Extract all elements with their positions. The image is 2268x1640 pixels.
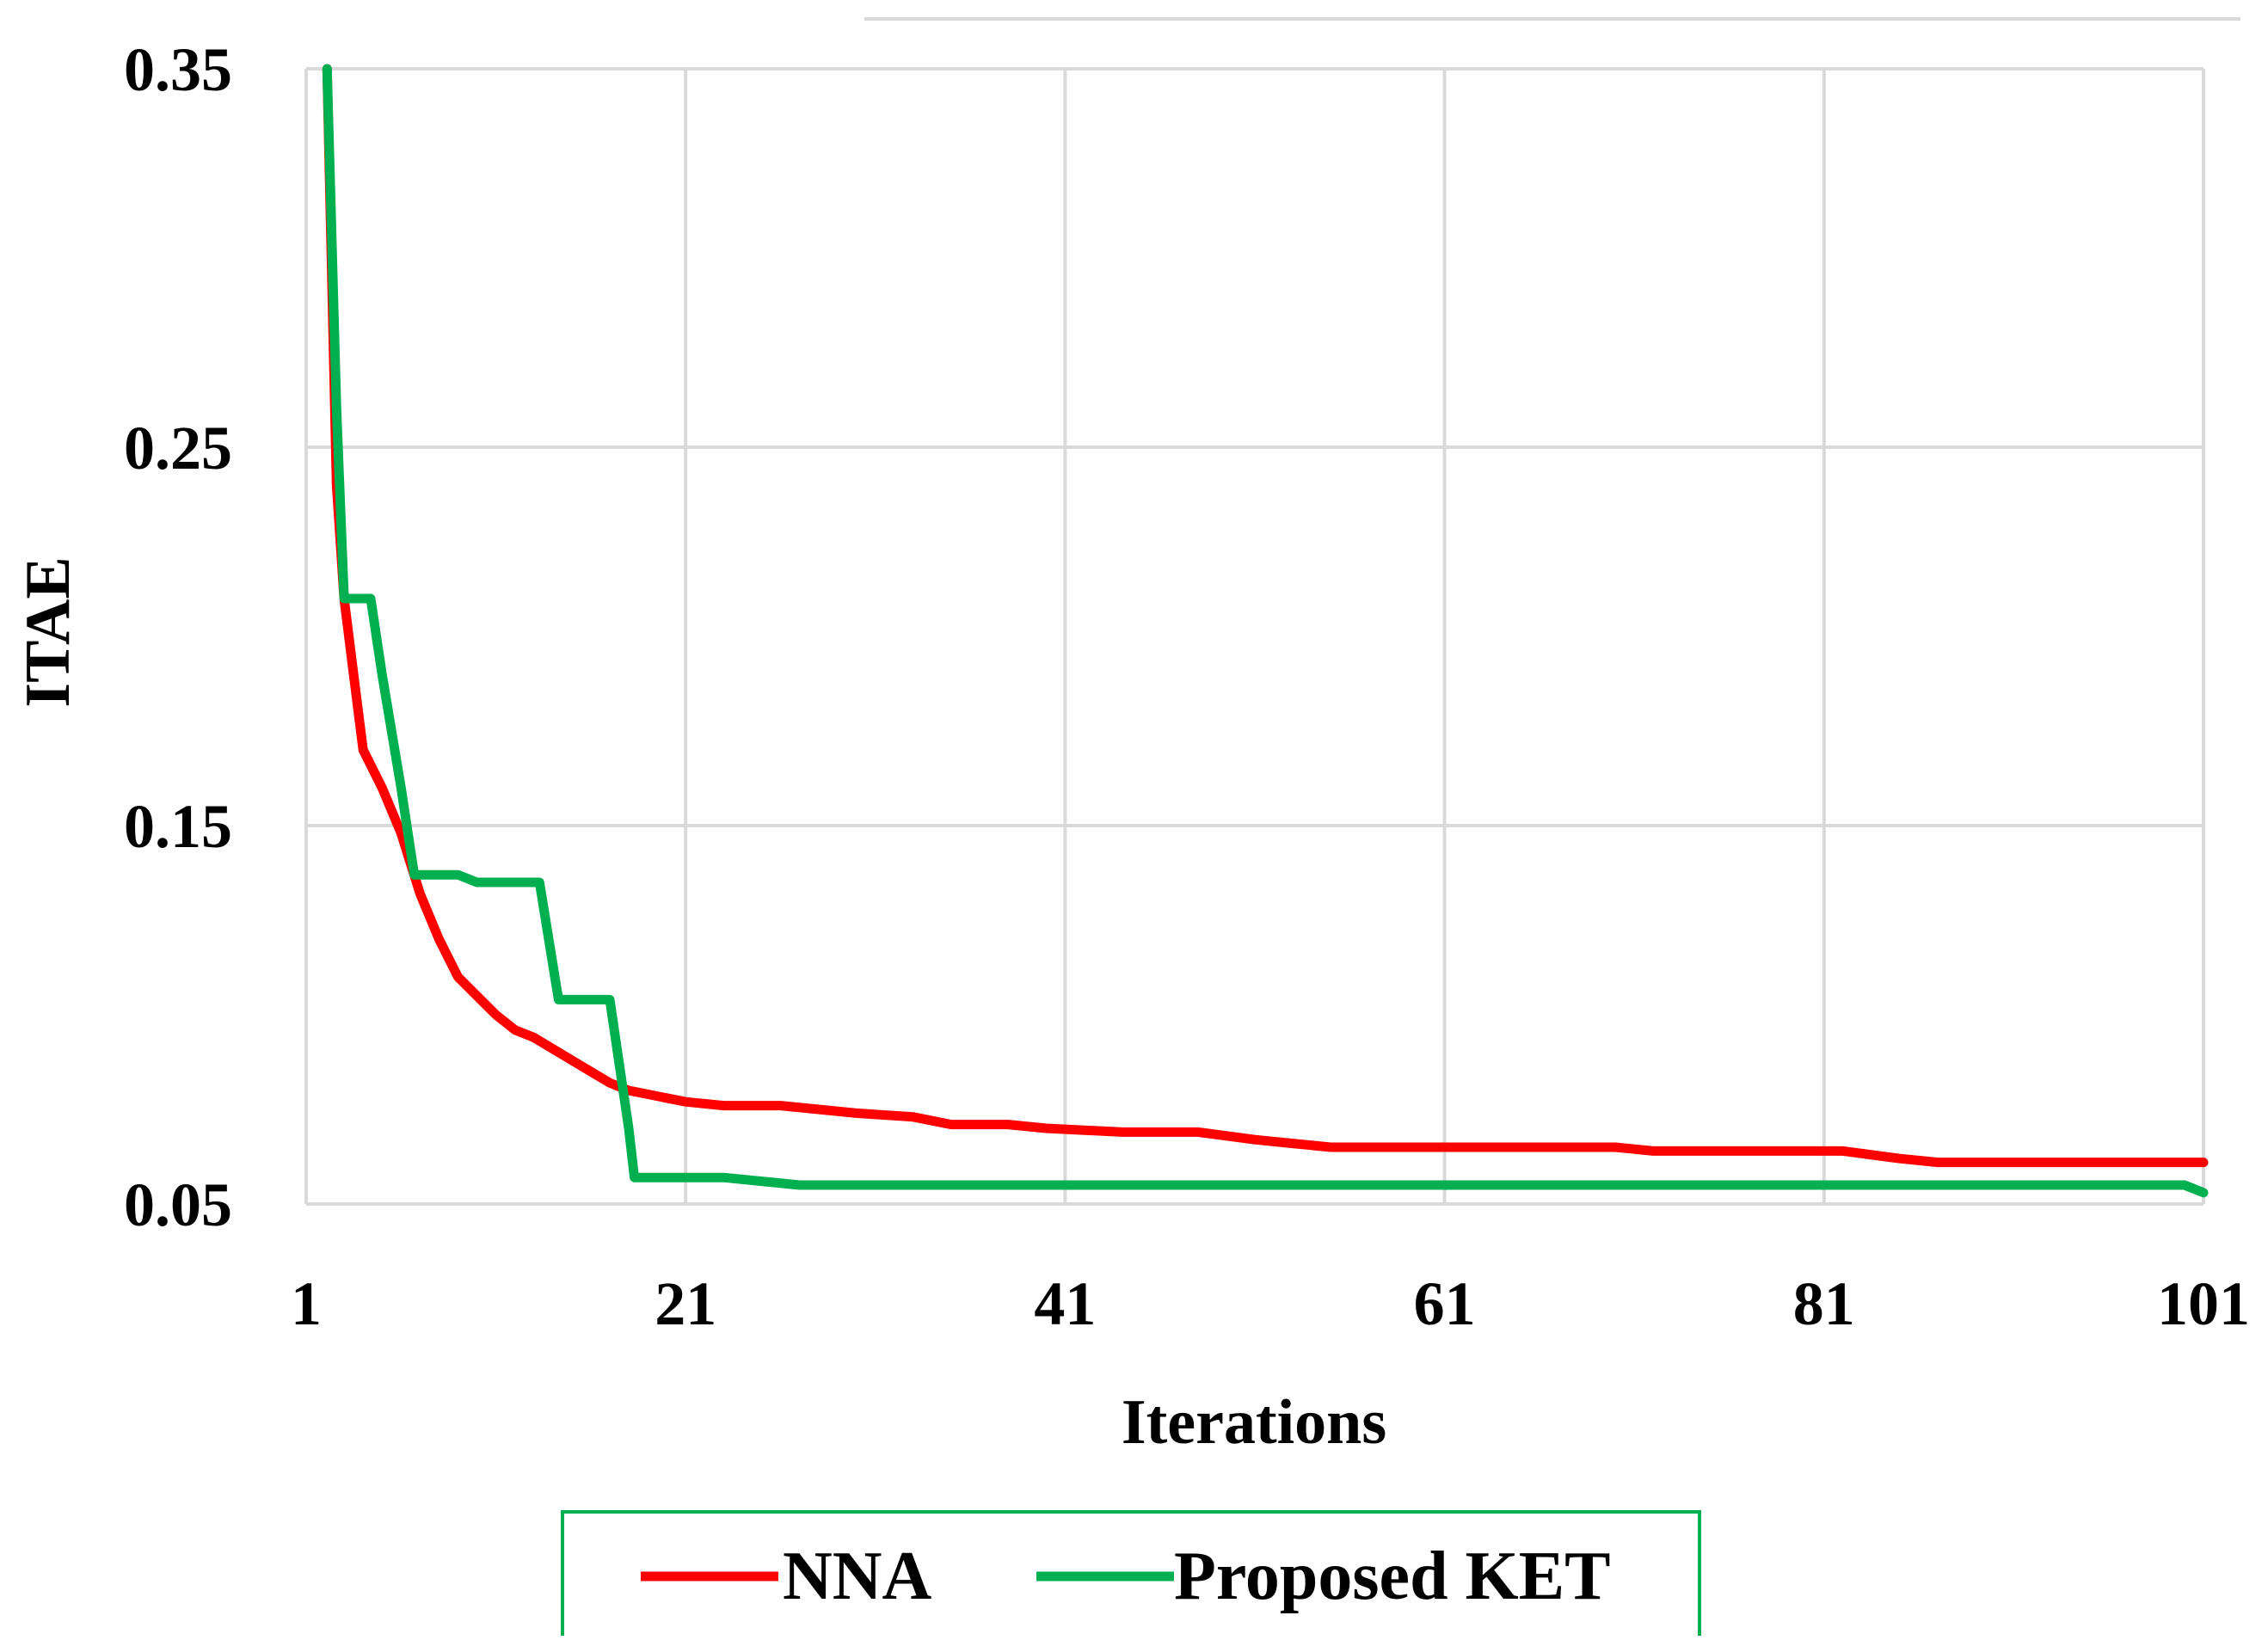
x-axis-title: Iterations [1122, 1387, 1386, 1458]
x-tick-label: 101 [2157, 1269, 2250, 1338]
x-tick-label: 21 [655, 1269, 716, 1338]
y-tick-label: 0.25 [124, 414, 232, 482]
legend-label-nna: NNA [783, 1539, 932, 1614]
x-tick-label: 61 [1414, 1269, 1476, 1338]
x-axis-ticks: 1 21 41 61 81 101 [291, 1269, 2250, 1338]
series-line-nna [322, 64, 2209, 1168]
y-axis-ticks: 0.35 0.25 0.15 0.05 [124, 35, 232, 1239]
plot-area [322, 64, 2209, 1198]
x-tick-label: 81 [1793, 1269, 1855, 1338]
y-tick-label: 0.05 [124, 1170, 232, 1239]
series-line-proposed-ket [322, 64, 2209, 1198]
y-axis-title: ITAE [13, 556, 83, 707]
legend-label-proposed-ket: Proposed KET [1174, 1539, 1611, 1614]
y-tick-label: 0.35 [124, 35, 232, 104]
x-tick-label: 1 [291, 1269, 322, 1338]
x-tick-label: 41 [1034, 1269, 1096, 1338]
legend: NNA Proposed KET [561, 1510, 1701, 1640]
y-tick-label: 0.15 [124, 792, 232, 861]
gridlines [304, 67, 2205, 1206]
